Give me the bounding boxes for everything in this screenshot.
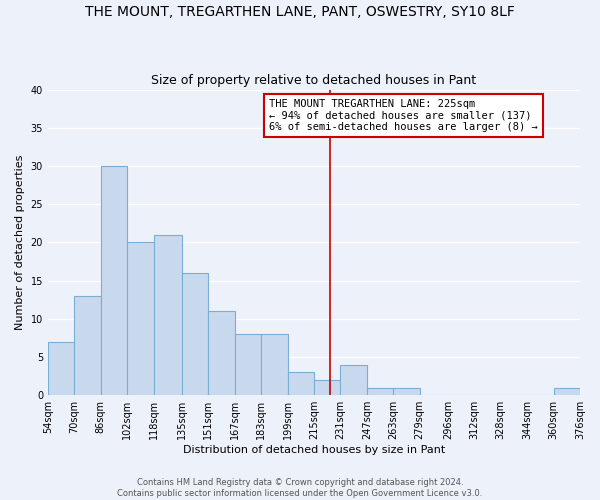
Bar <box>287 372 314 395</box>
Bar <box>340 364 367 395</box>
Bar <box>154 234 182 395</box>
Bar <box>74 296 101 395</box>
Bar <box>554 388 580 395</box>
Bar <box>393 388 420 395</box>
Bar <box>208 311 235 395</box>
Bar <box>235 334 261 395</box>
Text: Contains HM Land Registry data © Crown copyright and database right 2024.
Contai: Contains HM Land Registry data © Crown c… <box>118 478 482 498</box>
Text: THE MOUNT TREGARTHEN LANE: 225sqm
← 94% of detached houses are smaller (137)
6% : THE MOUNT TREGARTHEN LANE: 225sqm ← 94% … <box>269 98 538 132</box>
Bar <box>314 380 340 395</box>
Title: Size of property relative to detached houses in Pant: Size of property relative to detached ho… <box>151 74 476 87</box>
Bar <box>127 242 154 395</box>
Y-axis label: Number of detached properties: Number of detached properties <box>15 154 25 330</box>
Bar <box>261 334 287 395</box>
Bar <box>367 388 393 395</box>
Bar <box>101 166 127 395</box>
X-axis label: Distribution of detached houses by size in Pant: Distribution of detached houses by size … <box>183 445 445 455</box>
Bar <box>48 342 74 395</box>
Text: THE MOUNT, TREGARTHEN LANE, PANT, OSWESTRY, SY10 8LF: THE MOUNT, TREGARTHEN LANE, PANT, OSWEST… <box>85 5 515 19</box>
Bar <box>182 273 208 395</box>
